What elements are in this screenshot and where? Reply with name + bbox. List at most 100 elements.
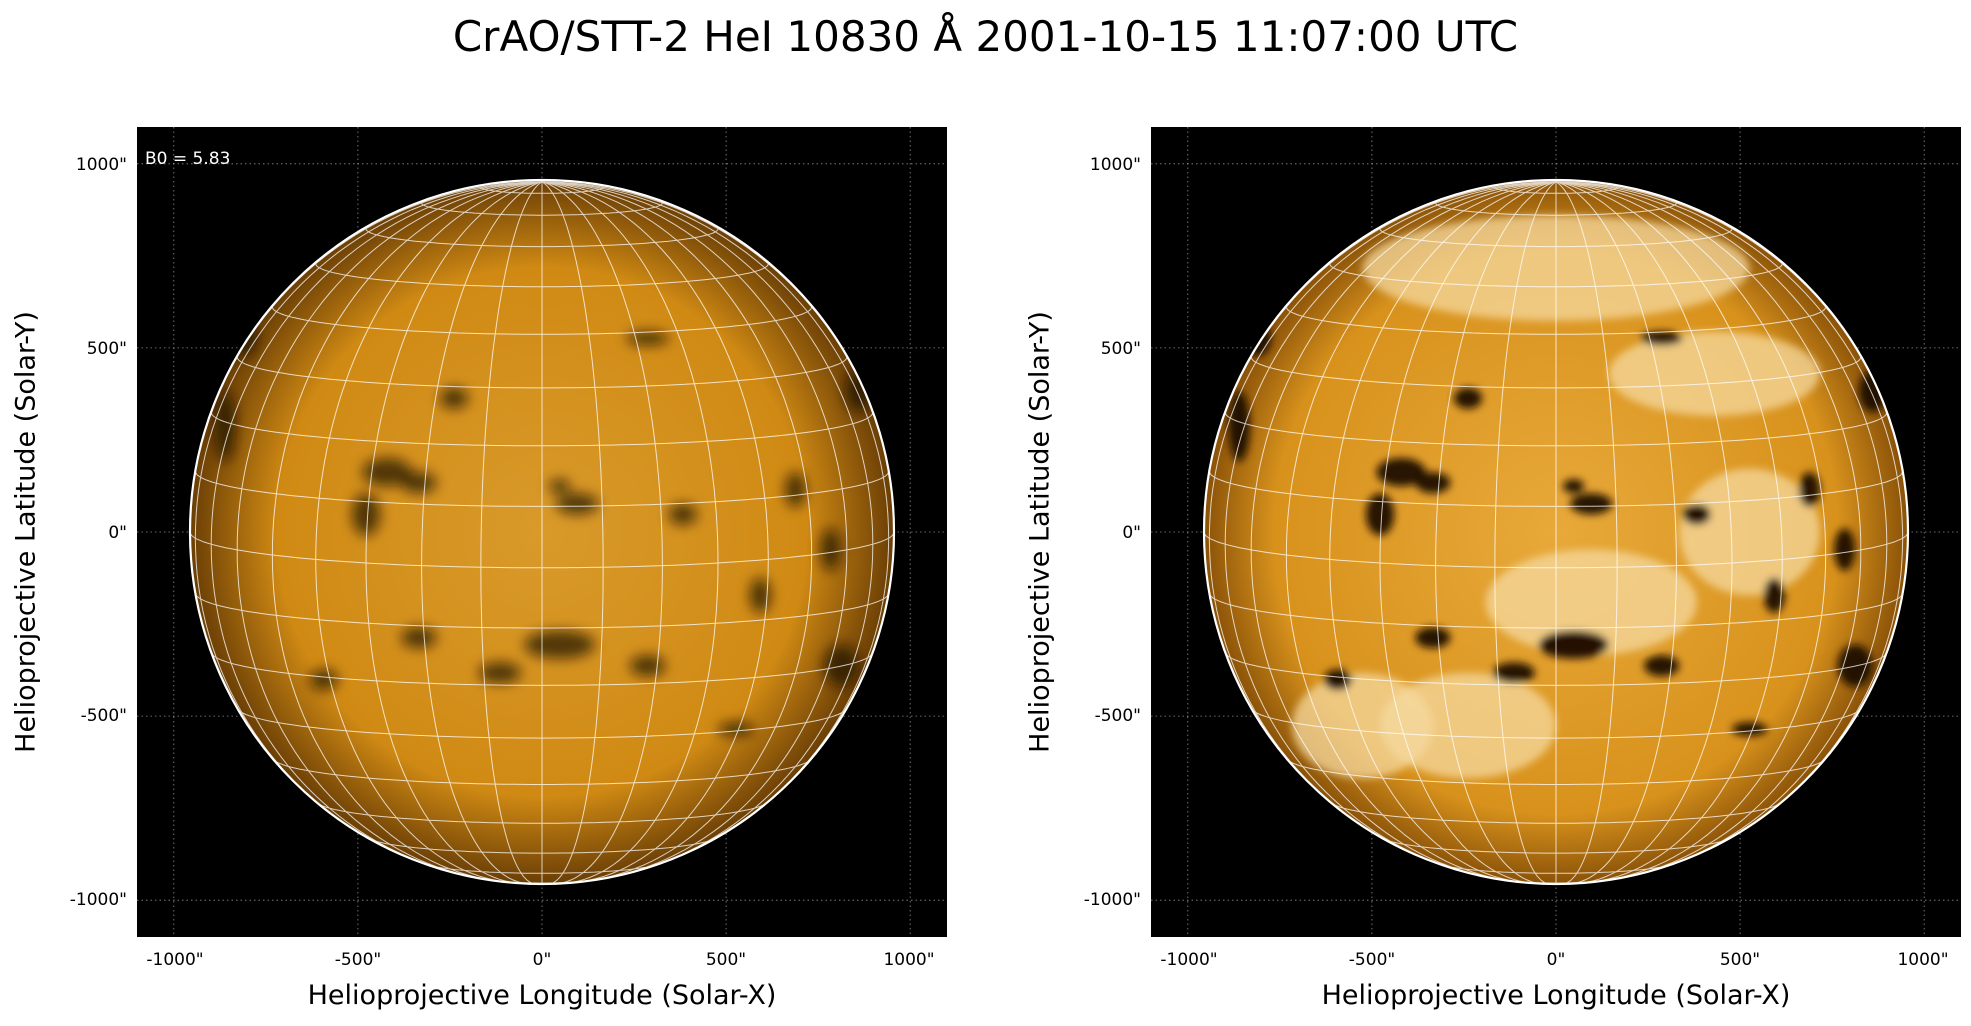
parallel-line	[271, 306, 813, 335]
filament-feature	[1763, 577, 1785, 613]
parallel-line	[190, 531, 894, 569]
filament-feature	[668, 503, 697, 525]
filament-feature	[401, 627, 437, 649]
meridian-line	[541, 181, 769, 884]
parallel-line	[317, 803, 767, 824]
meridian-line	[315, 181, 543, 884]
filament-feature	[309, 669, 338, 691]
parallel-line	[1208, 471, 1904, 507]
meridian-line	[541, 181, 890, 833]
right-solar-image	[1151, 127, 1961, 937]
parallel-line	[194, 471, 890, 507]
meridian-line	[1555, 181, 1827, 882]
parallel-line	[211, 653, 873, 686]
parallel-line	[427, 864, 657, 874]
bright-region	[1292, 672, 1433, 779]
filament-feature	[1834, 528, 1856, 571]
filament-feature	[1376, 458, 1426, 487]
meridian-line	[1435, 181, 1557, 884]
filament-feature	[1242, 320, 1271, 356]
filament-feature	[1453, 387, 1483, 409]
right-xtick-500: 500"	[1719, 950, 1761, 970]
filament-feature	[630, 655, 666, 677]
filament-feature	[1415, 627, 1451, 649]
parallel-line	[195, 593, 889, 629]
meridian-line	[1208, 181, 1557, 833]
meridian-line	[541, 181, 813, 882]
left-xtick-neg1000: -1000"	[146, 950, 204, 970]
right-ytick-neg500: -500"	[1094, 706, 1141, 726]
filament-feature	[401, 472, 437, 494]
filament-feature	[351, 493, 381, 536]
filament-feature	[228, 320, 257, 356]
parallel-line	[1225, 653, 1887, 686]
filament-feature	[1365, 493, 1395, 536]
meridian-line	[210, 181, 543, 870]
left-ytick-neg500: -500"	[80, 706, 127, 726]
meridian-line	[480, 181, 543, 884]
meridian-line	[541, 181, 604, 884]
meridian-line	[1555, 181, 1733, 884]
parallel-line	[210, 412, 874, 447]
filament-feature	[1732, 722, 1768, 737]
parallel-line	[1494, 187, 1618, 194]
parallel-line	[237, 708, 847, 739]
parallel-line	[1209, 593, 1903, 629]
filament-feature	[626, 331, 669, 346]
left-xtick-0: 0"	[532, 950, 552, 970]
filament-feature	[439, 387, 469, 409]
parallel-line	[1287, 759, 1825, 785]
meridian-line	[1285, 181, 1557, 882]
left-xtick-500: 500"	[705, 950, 747, 970]
filament-feature	[1538, 630, 1609, 659]
filament-feature	[718, 722, 754, 737]
filament-feature	[549, 479, 571, 494]
right-ytick-500: 500"	[1100, 339, 1141, 359]
b0-annotation: B0 = 5.83	[145, 149, 231, 169]
filament-feature	[784, 472, 806, 508]
meridian-line	[1379, 181, 1557, 884]
left-ytick-500: 500"	[86, 339, 127, 359]
parallel-line	[1379, 228, 1733, 248]
bright-region	[1485, 549, 1697, 656]
meridian-line	[541, 181, 663, 884]
meridian-line	[541, 181, 719, 884]
parallel-line	[1441, 864, 1671, 874]
filament-feature	[749, 577, 771, 613]
meridian-line	[541, 181, 874, 870]
meridian-line	[1555, 181, 1783, 884]
parallel-line	[1435, 202, 1677, 216]
bright-region	[1380, 672, 1556, 779]
filament-feature	[1323, 669, 1352, 691]
solar-limb-outline	[1202, 178, 1910, 886]
right-xtick-0: 0"	[1546, 950, 1566, 970]
left-ytick-0: 0"	[108, 523, 127, 543]
right-x-axis-label: Helioprojective Longitude (Solar-X)	[1321, 980, 1791, 1011]
parallel-line	[365, 228, 719, 248]
filament-feature	[1563, 479, 1585, 494]
parallel-line	[1204, 531, 1908, 569]
parallel-line	[1250, 356, 1862, 389]
parallel-line	[480, 187, 604, 194]
filament-feature	[1640, 331, 1683, 346]
parallel-line	[273, 759, 811, 785]
meridian-line	[1555, 181, 1904, 833]
filament-feature	[1415, 472, 1451, 494]
figure-title: CrAO/STT-2 HeI 10830 Å 2001-10-15 11:07:…	[452, 12, 1519, 61]
meridian-line	[1555, 181, 1888, 870]
left-x-axis-label: Helioprojective Longitude (Solar-X)	[307, 980, 777, 1011]
meridian-line	[1329, 181, 1557, 884]
meridian-line	[421, 181, 543, 884]
right-solar-disk	[1151, 127, 1961, 937]
parallel-line	[421, 202, 663, 216]
right-y-axis-label: Helioprojective Latitude (Solar-Y)	[1024, 311, 1056, 753]
parallel-line	[1251, 708, 1861, 739]
filament-feature	[556, 493, 599, 515]
right-xtick-1000: 1000"	[1897, 950, 1949, 970]
meridian-line	[1494, 181, 1557, 884]
parallel-line	[1329, 263, 1783, 288]
left-ytick-1000: 1000"	[75, 155, 127, 175]
left-xtick-1000: 1000"	[883, 950, 935, 970]
parallel-line	[369, 838, 715, 854]
left-solar-image: B0 = 5.83	[137, 127, 947, 937]
